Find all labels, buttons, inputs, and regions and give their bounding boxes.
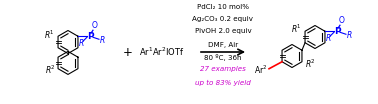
Text: up to 83% yield: up to 83% yield (195, 80, 251, 86)
Text: P: P (334, 27, 340, 36)
Text: R: R (99, 36, 105, 45)
Text: R: R (78, 39, 84, 48)
Text: $R^1$: $R^1$ (44, 29, 55, 41)
Text: PdCl₂ 10 mol%: PdCl₂ 10 mol% (197, 4, 249, 10)
Text: R: R (325, 34, 331, 43)
Text: $R^2$: $R^2$ (305, 58, 316, 70)
Text: +: + (123, 46, 133, 58)
Text: P: P (87, 32, 93, 41)
Text: PivOH 2.0 equiv: PivOH 2.0 equiv (195, 28, 251, 34)
Text: O: O (92, 21, 98, 30)
Text: R: R (346, 31, 352, 40)
Text: $R^1$: $R^1$ (291, 23, 302, 35)
Text: Ar$^1$Ar$^2$IOTf: Ar$^1$Ar$^2$IOTf (139, 46, 185, 58)
Text: 27 examples: 27 examples (200, 66, 246, 72)
Text: Ar$^2$: Ar$^2$ (254, 64, 267, 76)
Text: $R^2$: $R^2$ (45, 63, 56, 76)
Text: DMF, Air: DMF, Air (208, 42, 238, 48)
Text: O: O (339, 16, 345, 25)
Text: Ag₂CO₃ 0.2 equiv: Ag₂CO₃ 0.2 equiv (192, 16, 254, 22)
Text: 80 ºC, 36h: 80 ºC, 36h (204, 54, 242, 61)
